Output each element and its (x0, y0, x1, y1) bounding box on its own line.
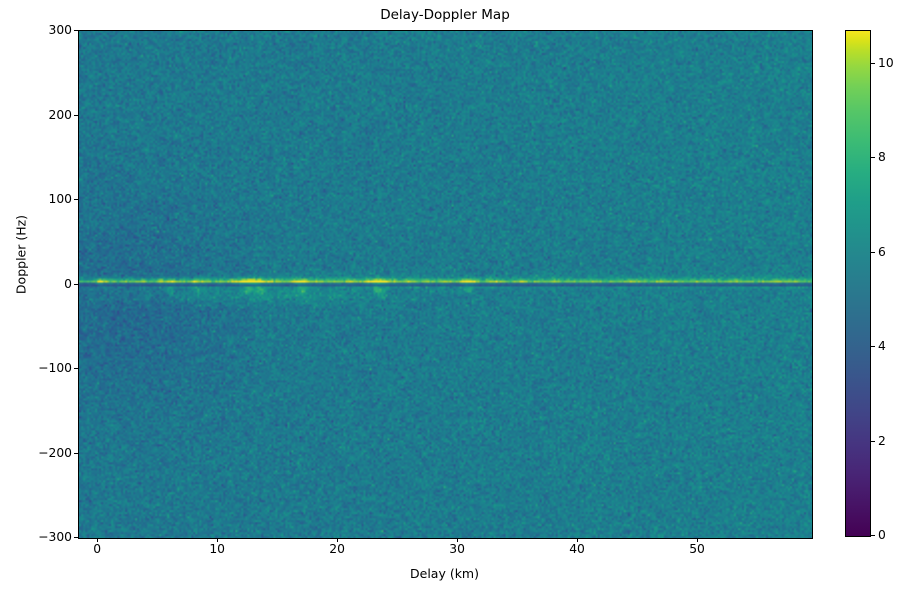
colorbar-tick-label: 0 (878, 528, 886, 542)
colorbar-tick-mark (871, 346, 875, 347)
colorbar-gradient (845, 30, 871, 537)
x-tick-mark (337, 538, 338, 542)
x-tick-label: 30 (449, 542, 465, 556)
y-tick-label: 0 (64, 276, 72, 291)
x-tick-label: 50 (689, 542, 705, 556)
y-tick-mark (74, 368, 78, 369)
colorbar-tick-label: 8 (878, 150, 886, 165)
x-tick-label: 20 (329, 542, 345, 556)
page-title: Delay-Doppler Map (380, 7, 510, 23)
y-tick-label: 200 (48, 107, 72, 122)
x-tick-mark (577, 538, 578, 542)
x-tick-mark (217, 538, 218, 542)
colorbar-tick-label: 4 (878, 339, 886, 354)
x-tick-label: 0 (93, 542, 102, 556)
colorbar[interactable]: 0 2 4 6 8 10 (845, 30, 894, 542)
x-tick-label: 10 (209, 542, 225, 556)
x-tick-label: 40 (569, 542, 585, 556)
y-tick-label: 100 (48, 192, 72, 206)
heatmap-plot-area[interactable] (78, 30, 813, 539)
colorbar-tick-mark (871, 441, 875, 442)
y-tick-label: −200 (38, 445, 72, 460)
colorbar-tick-mark (871, 63, 875, 64)
y-tick-label: −100 (38, 361, 72, 375)
y-tick-mark (74, 452, 78, 454)
y-tick-mark (74, 114, 78, 116)
colorbar-tick-mark (871, 535, 875, 536)
x-axis-label: Delay (km) (410, 566, 479, 581)
y-tick-mark (74, 537, 78, 538)
y-tick-mark (74, 283, 78, 285)
colorbar-tick-label: 2 (878, 433, 886, 448)
colorbar-tick-mark (871, 157, 875, 158)
x-tick-mark (97, 538, 98, 542)
x-tick-mark (457, 538, 458, 542)
y-tick-mark (74, 30, 78, 31)
colorbar-tick-label: 10 (878, 56, 894, 71)
colorbar-tick-mark (871, 252, 875, 253)
y-tick-label: 300 (48, 23, 72, 37)
delay-doppler-heatmap (79, 31, 812, 538)
y-tick-mark (74, 199, 78, 200)
y-tick-label: −300 (38, 530, 72, 544)
colorbar-tick-label: 6 (878, 244, 886, 259)
x-tick-mark (697, 538, 698, 542)
